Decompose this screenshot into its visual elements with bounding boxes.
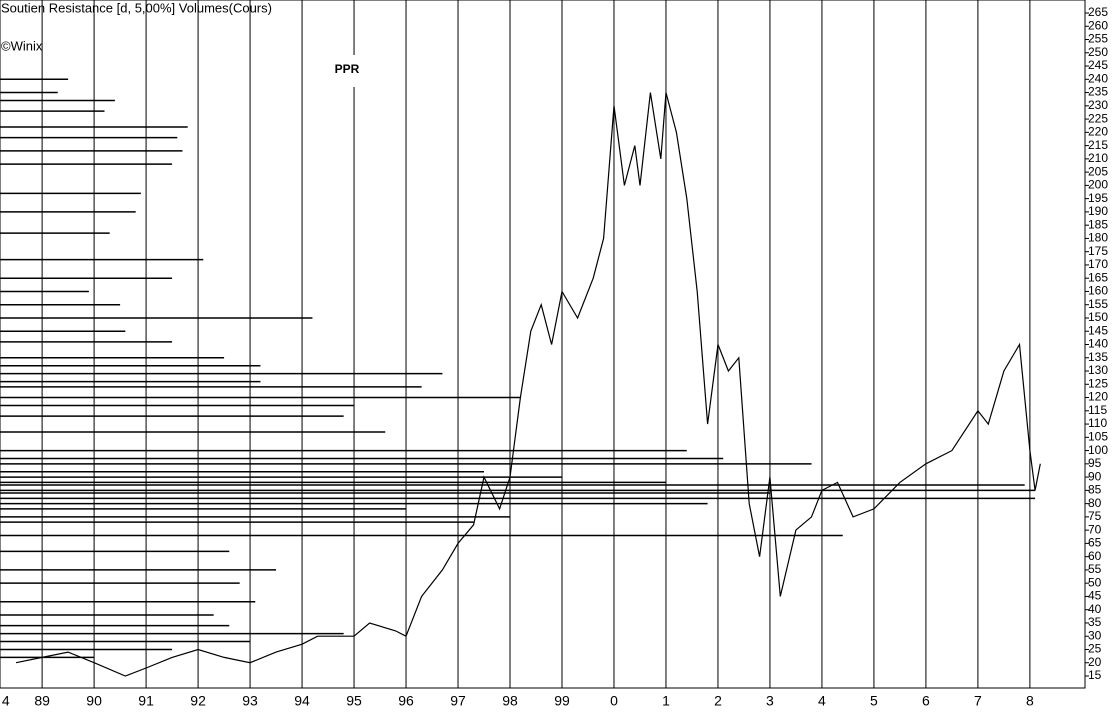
y-tick-label: 240 — [1088, 71, 1108, 85]
y-tick-label: 200 — [1088, 178, 1108, 192]
price-line — [15, 92, 1041, 677]
y-tick-label: 170 — [1088, 257, 1108, 271]
y-tick-label: 125 — [1088, 376, 1108, 390]
y-tick-label: 210 — [1088, 151, 1108, 165]
y-tick-label: 230 — [1088, 98, 1108, 112]
x-tick-label: 4 — [818, 693, 826, 709]
data-layer — [0, 78, 1041, 677]
y-tick-label: 110 — [1088, 416, 1107, 430]
y-tick-label: 70 — [1088, 522, 1102, 536]
x-tick-label: 96 — [398, 693, 414, 709]
annotation-box — [306, 55, 388, 87]
x-tick-label: 95 — [346, 693, 362, 709]
y-tick-label: 30 — [1088, 628, 1102, 642]
y-tick-label: 130 — [1088, 363, 1108, 377]
x-tick-label: 92 — [190, 693, 206, 709]
x-tick-label: 2 — [714, 693, 722, 709]
y-tick-label: 215 — [1088, 138, 1108, 152]
y-tick-label: 50 — [1088, 575, 1102, 589]
x-tick-label: 8 — [1026, 693, 1034, 709]
y-tick-label: 175 — [1088, 244, 1108, 258]
y-tick-label: 235 — [1088, 85, 1108, 99]
x-tick-label: 93 — [242, 693, 258, 709]
y-tick-label: 145 — [1088, 323, 1108, 337]
y-tick-label: 195 — [1088, 191, 1108, 205]
y-tick-label: 150 — [1088, 310, 1108, 324]
y-tick-label: 140 — [1088, 337, 1108, 351]
copyright: ©Winix — [1, 38, 43, 53]
x-tick-label: 4 — [2, 693, 10, 709]
y-tick-label: 25 — [1088, 642, 1102, 656]
y-tick-label: 105 — [1088, 429, 1108, 443]
x-tick-label: 97 — [450, 693, 466, 709]
y-tick-label: 120 — [1088, 390, 1108, 404]
y-tick-label: 15 — [1088, 668, 1102, 682]
y-tick-label: 160 — [1088, 284, 1108, 298]
grid-layer — [41, 0, 1031, 688]
y-tick-label: 100 — [1088, 443, 1108, 457]
y-tick-label: 80 — [1088, 496, 1102, 510]
y-tick-label: 60 — [1088, 549, 1102, 563]
y-tick-label: 20 — [1088, 655, 1102, 669]
y-tick-label: 85 — [1088, 483, 1102, 497]
y-tick-label: 260 — [1088, 18, 1108, 32]
y-tick-label: 220 — [1088, 125, 1108, 139]
y-tick-label: 35 — [1088, 615, 1102, 629]
y-tick-label: 265 — [1088, 5, 1108, 19]
x-tick-label: 1 — [662, 693, 670, 709]
x-tick-label: 6 — [922, 693, 930, 709]
y-tick-label: 40 — [1088, 602, 1102, 616]
x-tick-label: 5 — [870, 693, 878, 709]
y-tick-label: 75 — [1088, 509, 1102, 523]
x-tick-label: 90 — [86, 693, 102, 709]
x-tick-label: 91 — [138, 693, 154, 709]
x-tick-label: 3 — [766, 693, 774, 709]
annotation: PPR — [335, 62, 360, 76]
y-tick-label: 135 — [1088, 350, 1108, 364]
y-tick-label: 245 — [1088, 58, 1108, 72]
y-tick-label: 255 — [1088, 32, 1108, 46]
x-tick-label: 99 — [554, 693, 570, 709]
x-tick-label: 94 — [294, 693, 310, 709]
y-tick-label: 205 — [1088, 164, 1108, 178]
y-tick-label: 45 — [1088, 589, 1102, 603]
y-tick-label: 115 — [1088, 403, 1107, 417]
y-tick-label: 225 — [1088, 111, 1108, 125]
y-tick-label: 95 — [1088, 456, 1102, 470]
y-tick-label: 90 — [1088, 469, 1102, 483]
y-tick-label: 190 — [1088, 204, 1108, 218]
x-tick-label: 0 — [610, 693, 618, 709]
x-tick-label: 89 — [34, 693, 50, 709]
x-tick-label: 7 — [974, 693, 982, 709]
y-tick-label: 165 — [1088, 270, 1108, 284]
y-tick-label: 180 — [1088, 231, 1108, 245]
y-tick-label: 65 — [1088, 536, 1102, 550]
x-tick-label: 98 — [502, 693, 518, 709]
chart-title: Soutien Resistance [d, 5,00%] Volumes(Co… — [1, 0, 272, 15]
y-tick-label: 185 — [1088, 217, 1108, 231]
y-tick-label: 155 — [1088, 297, 1108, 311]
y-tick-label: 55 — [1088, 562, 1102, 576]
y-tick-label: 250 — [1088, 45, 1108, 59]
